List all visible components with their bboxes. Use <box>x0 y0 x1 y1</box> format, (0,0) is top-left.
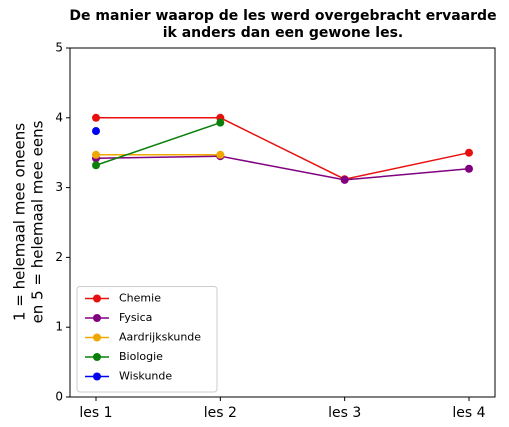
data-point <box>216 150 225 159</box>
y-tick-label: 0 <box>55 390 63 404</box>
x-tick-label: les 3 <box>328 405 361 421</box>
legend-label: Biologie <box>119 350 163 363</box>
series-line <box>95 121 221 166</box>
data-point <box>92 127 100 136</box>
y-tick-label: 4 <box>55 110 63 124</box>
data-point <box>465 164 473 173</box>
legend-label: Chemie <box>119 292 161 305</box>
y-tick-label: 5 <box>55 41 63 55</box>
data-point <box>92 113 100 122</box>
x-tick-label: les 1 <box>79 405 112 421</box>
series-line <box>95 155 470 181</box>
legend-marker <box>93 372 101 381</box>
y-axis-label: en 5 = helemaal mee eens <box>29 120 47 323</box>
legend-marker <box>93 333 101 342</box>
data-point <box>92 161 100 170</box>
data-point <box>340 175 349 184</box>
legend-label: Aardrijkskunde <box>119 331 201 344</box>
legend: Chemie Fysica Aardrijkskunde Biologie Wiskun… <box>76 286 218 393</box>
chart-title: ik anders dan een gewone les. <box>163 25 404 41</box>
legend-label: Fysica <box>119 311 152 324</box>
data-point <box>92 150 100 159</box>
data-point <box>465 148 473 157</box>
legend-marker <box>93 314 101 322</box>
data-point <box>216 118 225 127</box>
y-axis-label: 1 = helemaal mee oneens <box>11 123 29 321</box>
legend-label: Wiskunde <box>119 370 172 383</box>
series-line <box>96 117 470 181</box>
plot-frame <box>69 47 496 398</box>
x-tick-label: les 4 <box>452 405 485 421</box>
legend-marker <box>93 353 101 361</box>
y-tick-label: 2 <box>55 250 63 264</box>
y-tick-label: 3 <box>55 180 63 194</box>
legend-marker <box>93 294 101 303</box>
legend-box <box>76 286 218 393</box>
chart-title: De manier waarop de les werd overgebrach… <box>69 8 496 24</box>
x-tick-label: les 2 <box>204 405 237 421</box>
y-tick-label: 1 <box>55 320 63 334</box>
